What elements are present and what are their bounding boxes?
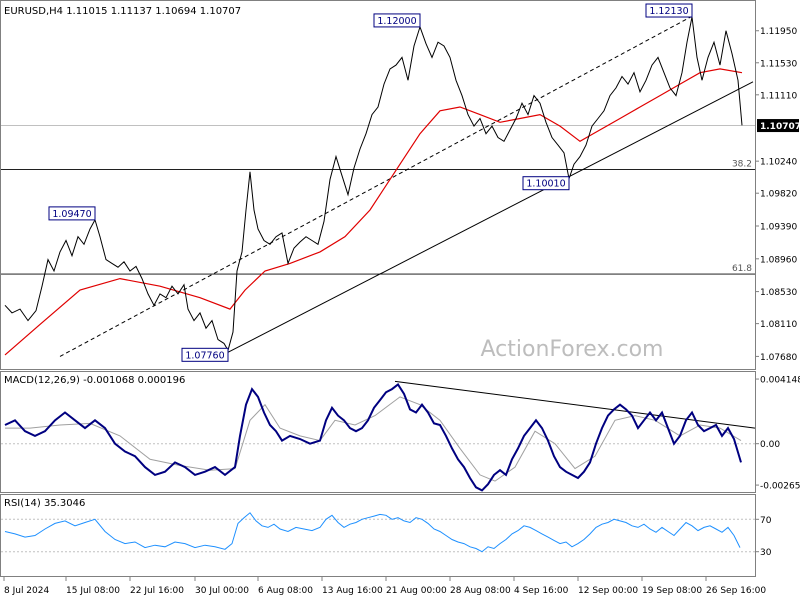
price-axis-label: 1.11530 [760, 59, 797, 69]
price-annotation-box [181, 347, 229, 362]
time-axis-label: 13 Aug 16:00 [322, 586, 383, 596]
rsi-panel-title: RSI(14) 35.3046 [4, 498, 85, 509]
time-axis-label: 15 Jul 08:00 [66, 586, 120, 596]
time-axis-label: 12 Sep 00:00 [578, 586, 638, 596]
price-axis-label: 1.09390 [760, 222, 797, 232]
macd-panel-title: MACD(12,26,9) -0.001068 0.000196 [4, 375, 185, 386]
price-annotation-label: 1.09470 [52, 209, 91, 220]
fib-level-label: 38.2 [732, 160, 752, 170]
time-axis-label: 26 Sep 16:00 [706, 586, 766, 596]
macd-trendline [394, 380, 756, 429]
moving-average-line [4, 68, 743, 356]
watermark: ActionForex.com [481, 337, 664, 362]
price-axis-label: 1.11950 [760, 27, 797, 37]
macd-axis-label: 0.00 [760, 440, 780, 450]
channel-dashed-trendline [59, 15, 693, 357]
macd-axis-label: 0.004148 [760, 376, 800, 386]
macd-panel-frame [0, 371, 756, 493]
price-annotation-label: 1.12000 [377, 16, 416, 27]
price-axis-label: 1.08110 [760, 320, 797, 330]
price-annotation-box [373, 13, 421, 28]
fib-level-label: 61.8 [732, 264, 752, 274]
time-axis-label: 8 Jul 2024 [4, 586, 49, 596]
price-axis-label: 1.09820 [760, 190, 797, 200]
plot-labels: 1.11950 1.11530 1.11110 1.10240 1.09820 1.093… [3, 3, 800, 596]
price-line [4, 16, 743, 352]
rsi-axis-label: 30 [760, 548, 772, 558]
time-axis-label: 28 Aug 08:00 [450, 586, 511, 596]
price-annotation-label: 1.12130 [649, 6, 688, 17]
plot-lines [1, 15, 756, 553]
macd-signal-line [5, 396, 742, 482]
price-axis-label: 1.08530 [760, 288, 797, 298]
price-annotation-label: 1.07760 [185, 350, 224, 361]
price-panel-frame [0, 0, 756, 370]
macd-line [4, 383, 742, 492]
rsi-panel-frame [0, 494, 756, 577]
price-axis-label: 1.07680 [760, 353, 797, 363]
time-axis-label: 21 Aug 00:00 [386, 586, 447, 596]
time-axis-label: 19 Sep 08:00 [642, 586, 702, 596]
price-annotation-box [48, 206, 96, 221]
price-axis-label: 1.10240 [760, 158, 797, 168]
price-annotation-box [645, 3, 693, 18]
current-price-tag [757, 119, 799, 133]
price-annotation-box [522, 176, 570, 191]
time-axis-label: 22 Jul 16:00 [130, 586, 184, 596]
time-axis-label: 4 Sep 16:00 [514, 586, 569, 596]
price-axis-label: 1.11110 [760, 91, 797, 101]
current-price-label: 1.10707 [760, 122, 800, 132]
rsi-axis-label: 70 [760, 516, 772, 526]
price-annotation-label: 1.10010 [526, 179, 565, 190]
price-axis-label: 1.08960 [760, 255, 797, 265]
time-axis-label: 6 Aug 08:00 [258, 586, 313, 596]
rsi-line [4, 512, 741, 553]
macd-axis-label: -0.002656 [760, 482, 800, 492]
support-trendline [225, 81, 754, 354]
time-axis-label: 30 Jul 00:00 [195, 586, 249, 596]
price-panel-title: EURUSD,H4 1.11015 1.11137 1.10694 1.1070… [4, 6, 241, 17]
